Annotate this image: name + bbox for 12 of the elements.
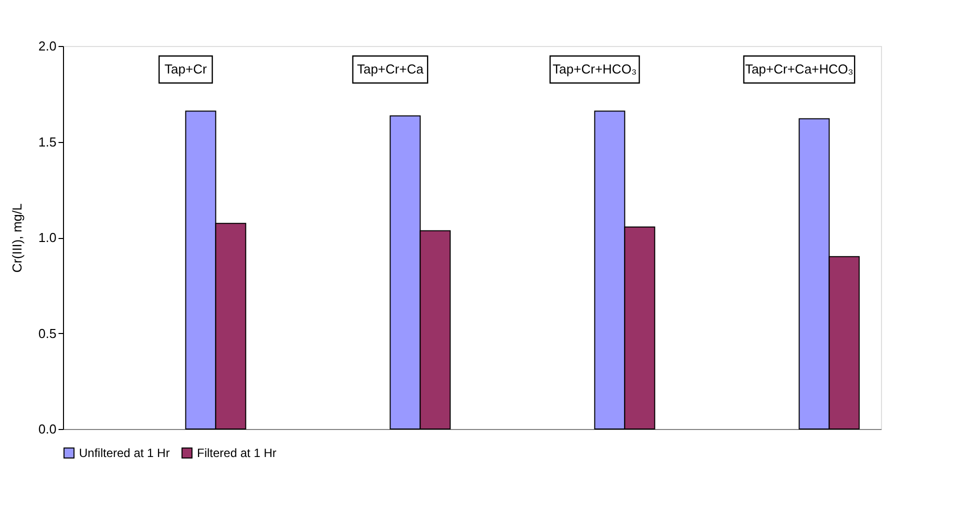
y-tick-label: 1.0 xyxy=(38,230,56,245)
annotation: Tap+Cr+HCO₃ xyxy=(552,62,637,76)
y-axis-title: Cr(III), mg/L xyxy=(9,203,24,273)
annotation: Tap+Cr+Ca xyxy=(356,62,424,76)
annotation: Tap+Cr+Ca+HCO₃ xyxy=(745,62,854,76)
y-tick-label: 0.0 xyxy=(38,422,56,436)
y-tick-label: 2.0 xyxy=(38,38,56,54)
annotation: Tap+Cr xyxy=(164,62,208,76)
legend-label: Unfiltered at 1 Hr xyxy=(79,446,170,460)
legend-label: Filtered at 1 Hr xyxy=(197,446,276,460)
y-tick-label: 0.5 xyxy=(38,326,56,341)
y-tick-label: 1.5 xyxy=(38,134,56,150)
